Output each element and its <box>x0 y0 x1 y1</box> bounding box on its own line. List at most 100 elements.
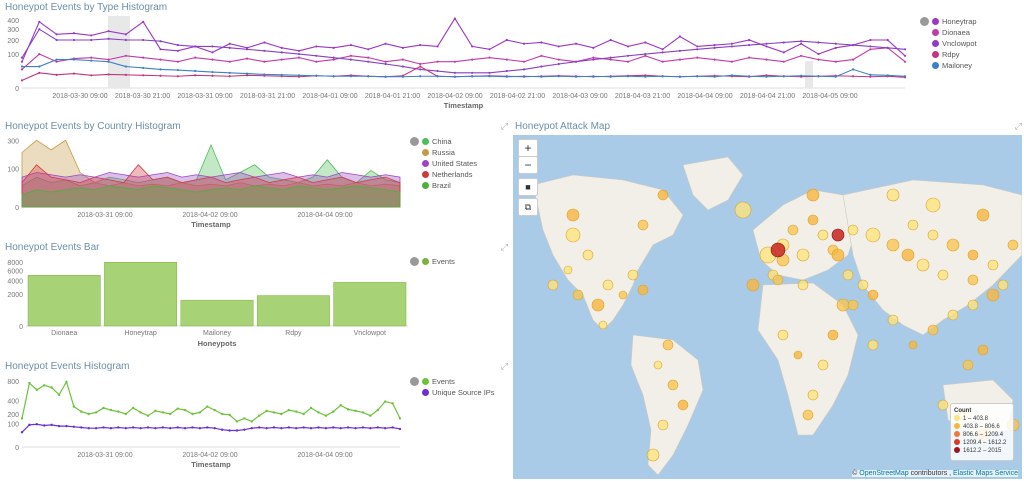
attack-point[interactable] <box>796 248 810 262</box>
attack-point[interactable] <box>657 419 669 431</box>
attack-point[interactable] <box>582 249 594 261</box>
attack-point[interactable] <box>857 279 869 291</box>
attack-point[interactable] <box>627 269 639 281</box>
attack-point[interactable] <box>637 219 649 231</box>
legend-toggle-icon[interactable] <box>410 377 419 386</box>
attack-point[interactable] <box>916 258 930 272</box>
legend-toggle-icon[interactable] <box>410 137 419 146</box>
bar[interactable] <box>256 295 330 327</box>
legend-item[interactable]: China <box>422 137 452 146</box>
attack-point[interactable] <box>572 289 584 301</box>
osm-link[interactable]: OpenStreetMap <box>859 470 909 477</box>
attack-point[interactable] <box>618 290 628 300</box>
legend-item[interactable]: Brazil <box>422 181 451 190</box>
legend-item[interactable]: Mailoney <box>932 61 972 70</box>
attack-point-hot[interactable] <box>831 228 845 242</box>
attack-point[interactable] <box>976 208 990 222</box>
attack-point[interactable] <box>831 248 845 262</box>
attack-point[interactable] <box>807 389 819 401</box>
attack-point[interactable] <box>787 224 799 236</box>
attack-point[interactable] <box>886 238 900 252</box>
attack-point[interactable] <box>657 189 669 201</box>
attack-point[interactable] <box>797 279 809 291</box>
bar[interactable] <box>180 299 254 327</box>
attack-point[interactable] <box>908 340 918 350</box>
attack-point[interactable] <box>937 269 949 281</box>
zoom-in-button[interactable]: + <box>518 139 538 157</box>
legend-toggle-icon[interactable] <box>920 17 929 26</box>
attack-point[interactable] <box>565 227 581 243</box>
attack-point[interactable] <box>886 188 900 202</box>
attack-point[interactable] <box>637 284 649 296</box>
ems-link[interactable]: Elastic Maps Service <box>953 470 1018 477</box>
legend-item[interactable]: Netherlands <box>422 170 472 179</box>
attack-point[interactable] <box>817 359 829 371</box>
attack-point[interactable] <box>802 409 814 421</box>
attack-point[interactable] <box>1007 239 1019 251</box>
attack-point[interactable] <box>662 339 674 351</box>
attack-point[interactable] <box>986 288 1000 302</box>
attack-point[interactable] <box>827 329 839 341</box>
attack-point[interactable] <box>547 279 559 291</box>
attack-point[interactable] <box>962 359 974 371</box>
bar[interactable] <box>27 275 101 327</box>
attack-point-hot[interactable] <box>770 242 786 258</box>
bar[interactable] <box>333 282 407 327</box>
attack-point[interactable] <box>591 298 605 312</box>
attack-point[interactable] <box>746 278 760 292</box>
attack-point[interactable] <box>901 248 915 262</box>
attack-point[interactable] <box>836 298 850 312</box>
attack-point[interactable] <box>667 379 679 391</box>
attack-point[interactable] <box>887 314 899 326</box>
bar[interactable] <box>104 262 178 327</box>
attack-point[interactable] <box>927 324 939 336</box>
attack-point[interactable] <box>867 289 879 301</box>
legend-item[interactable]: Events <box>422 257 455 266</box>
attack-point[interactable] <box>925 197 941 213</box>
legend-item[interactable]: Unique Source IPs <box>422 388 495 397</box>
attack-point[interactable] <box>734 201 752 219</box>
expand-icon[interactable]: ⤢ <box>500 121 508 131</box>
attack-point[interactable] <box>907 219 919 231</box>
legend-item[interactable]: United States <box>422 159 477 168</box>
legend-item[interactable]: Dionaea <box>932 28 970 37</box>
expand-icon[interactable]: ⤢ <box>500 361 508 371</box>
attack-point[interactable] <box>653 360 663 370</box>
attack-point[interactable] <box>867 339 879 351</box>
attack-point[interactable] <box>563 265 573 275</box>
legend-item[interactable]: Events <box>422 377 455 386</box>
attack-point[interactable] <box>646 448 660 462</box>
expand-icon[interactable]: ⤢ <box>500 242 508 252</box>
legend-item[interactable]: Rdpy <box>932 50 960 59</box>
attack-point[interactable] <box>847 224 859 236</box>
attack-point[interactable] <box>967 249 979 261</box>
attack-point[interactable] <box>806 188 820 202</box>
attack-point[interactable] <box>602 279 614 291</box>
expand-icon[interactable]: ⤢ <box>1014 121 1022 131</box>
zoom-out-button[interactable]: − <box>518 156 538 174</box>
attack-point[interactable] <box>967 299 979 311</box>
attack-point[interactable] <box>777 329 789 341</box>
attack-point[interactable] <box>772 274 784 286</box>
attack-point[interactable] <box>977 344 989 356</box>
attack-point[interactable] <box>817 229 829 241</box>
attack-point[interactable] <box>937 399 949 411</box>
legend-item[interactable]: Honeytrap <box>932 17 977 26</box>
map-viewport[interactable]: + − ■ ⧉ Count 1 – 403.8 403.8 – 806.6 806.… <box>513 135 1022 479</box>
legend-toggle-icon[interactable] <box>410 257 419 266</box>
attack-point[interactable] <box>807 214 819 226</box>
legend-item[interactable]: Vnclowpot <box>932 39 977 48</box>
draw-rectangle-button[interactable]: ■ <box>518 178 538 196</box>
attack-point[interactable] <box>847 299 859 311</box>
attack-point[interactable] <box>865 227 881 243</box>
attack-point[interactable] <box>997 279 1009 291</box>
attack-point[interactable] <box>566 208 580 222</box>
attack-point[interactable] <box>967 274 979 286</box>
attack-point[interactable] <box>598 320 608 330</box>
attack-point[interactable] <box>842 269 854 281</box>
attack-point[interactable] <box>947 309 959 321</box>
attack-point[interactable] <box>927 229 939 241</box>
legend-item[interactable]: Russia <box>422 148 455 157</box>
fit-bounds-button[interactable]: ⧉ <box>518 198 538 216</box>
attack-point[interactable] <box>987 259 999 271</box>
